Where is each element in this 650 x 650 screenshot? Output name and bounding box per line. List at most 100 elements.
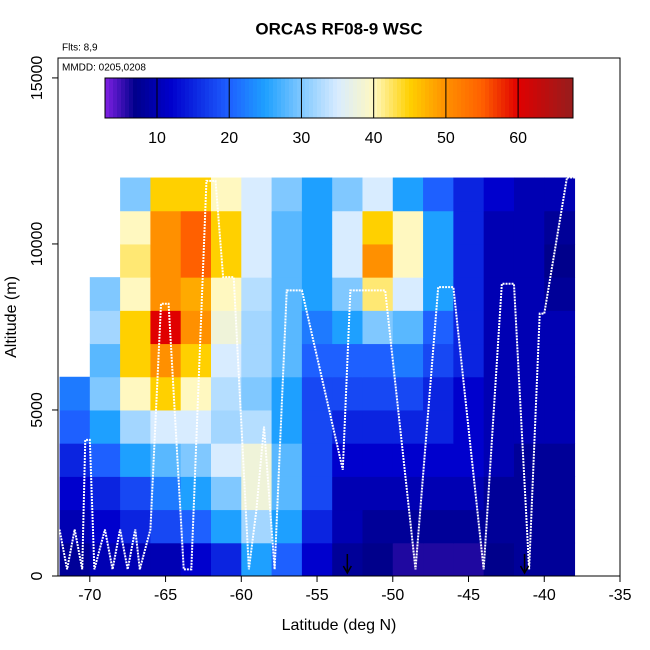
heatmap-cell bbox=[180, 243, 212, 278]
heatmap-cell bbox=[332, 310, 363, 345]
colorbar-swatch bbox=[333, 78, 338, 118]
heatmap-cell bbox=[241, 376, 273, 411]
heatmap-cell bbox=[392, 476, 424, 511]
heatmap-cell bbox=[513, 443, 545, 477]
colorbar-swatch bbox=[441, 78, 446, 118]
colorbar-swatch bbox=[337, 78, 342, 118]
heatmap-cell bbox=[210, 409, 242, 444]
colorbar-swatch bbox=[517, 78, 522, 118]
heatmap-cell bbox=[392, 277, 424, 311]
heatmap-cell bbox=[241, 243, 273, 278]
heatmap-cell bbox=[483, 343, 515, 378]
colorbar-swatch bbox=[221, 78, 226, 118]
colorbar-frame bbox=[104, 77, 574, 119]
heatmap-cell bbox=[483, 177, 515, 212]
heatmap-cell bbox=[89, 443, 121, 477]
heatmap-cell bbox=[120, 243, 151, 278]
colorbar-swatch bbox=[189, 78, 194, 118]
heatmap-cell bbox=[483, 243, 515, 278]
heatmap-cell bbox=[301, 409, 333, 444]
heatmap-cell bbox=[89, 476, 121, 511]
colorbar-swatch bbox=[513, 78, 518, 118]
colorbar-swatch bbox=[401, 78, 406, 118]
heatmap-cell bbox=[423, 177, 454, 212]
flights-note: Flts: 8,9 bbox=[62, 43, 98, 54]
colorbar-swatch bbox=[109, 78, 114, 118]
heatmap-cell bbox=[392, 409, 424, 444]
heatmap-cell bbox=[301, 243, 333, 278]
colorbar-swatch bbox=[453, 78, 458, 118]
heatmap-cell bbox=[423, 542, 454, 577]
heatmap-cell bbox=[180, 343, 212, 378]
heatmap-cell bbox=[150, 243, 182, 278]
colorbar-swatch bbox=[197, 78, 202, 118]
colorbar-swatch bbox=[481, 78, 486, 118]
heatmap-cell bbox=[423, 376, 454, 411]
colorbar-swatch bbox=[233, 78, 238, 118]
heatmap-cell bbox=[392, 509, 424, 544]
heatmap-cell bbox=[59, 476, 91, 511]
colorbar-swatch bbox=[173, 78, 178, 118]
heatmap-cell bbox=[241, 177, 273, 212]
heatmap-cell bbox=[150, 310, 182, 345]
heatmap-cell bbox=[89, 343, 121, 378]
heatmap-cell bbox=[180, 277, 212, 311]
colorbar-swatch bbox=[145, 78, 150, 118]
x-tick-label: -50 bbox=[381, 587, 404, 604]
colorbar-swatch bbox=[129, 78, 134, 118]
heatmap-cell bbox=[150, 443, 182, 477]
heatmap-cell bbox=[513, 277, 545, 311]
heatmap-cell bbox=[453, 243, 485, 278]
heatmap-cell bbox=[150, 509, 182, 544]
heatmap-cell bbox=[453, 210, 485, 245]
heatmap-cell bbox=[483, 376, 515, 411]
colorbar-tick-label: 20 bbox=[220, 130, 238, 147]
heatmap-cell bbox=[120, 310, 151, 345]
heatmap-cell bbox=[301, 210, 333, 245]
heatmap-cell bbox=[120, 376, 151, 411]
colorbar-swatch bbox=[525, 78, 530, 118]
heatmap-cell bbox=[453, 509, 485, 544]
heatmap-cell bbox=[241, 310, 273, 345]
colorbar-swatch bbox=[385, 78, 390, 118]
heatmap-cell bbox=[301, 310, 333, 345]
colorbar-swatch bbox=[501, 78, 506, 118]
colorbar-swatch bbox=[421, 78, 426, 118]
heatmap-cell bbox=[120, 509, 151, 544]
colorbar-swatch bbox=[377, 78, 382, 118]
heatmap-cell bbox=[59, 542, 91, 577]
colorbar-swatch bbox=[361, 78, 366, 118]
heatmap-cell bbox=[423, 476, 454, 511]
colorbar-swatch bbox=[425, 78, 430, 118]
colorbar-swatch bbox=[105, 78, 110, 118]
heatmap-cell bbox=[271, 177, 303, 212]
heatmap-cell bbox=[362, 343, 394, 378]
heatmap-cell bbox=[362, 177, 394, 212]
heatmap-cell bbox=[271, 443, 303, 477]
heatmap-cell bbox=[271, 542, 303, 577]
colorbar-swatch bbox=[537, 78, 542, 118]
heatmap-cell bbox=[483, 476, 515, 511]
heatmap-cell bbox=[89, 409, 121, 444]
colorbar-swatch bbox=[201, 78, 206, 118]
heatmap-cell bbox=[362, 376, 394, 411]
heatmap-cell bbox=[392, 443, 424, 477]
colorbar-swatch bbox=[225, 78, 230, 118]
heatmap-cell bbox=[180, 310, 212, 345]
heatmap-cell bbox=[453, 376, 485, 411]
colorbar-swatch bbox=[277, 78, 282, 118]
heatmap-cell bbox=[423, 310, 454, 345]
colorbar-swatch bbox=[541, 78, 546, 118]
heatmap-cell bbox=[513, 476, 545, 511]
colorbar-swatch bbox=[325, 78, 330, 118]
heatmap-cell bbox=[210, 476, 242, 511]
heatmap-cell bbox=[362, 243, 394, 278]
heatmap-cell bbox=[423, 443, 454, 477]
colorbar-swatch bbox=[341, 78, 346, 118]
heatmap-cell bbox=[332, 409, 363, 444]
colorbar-swatch bbox=[273, 78, 278, 118]
colorbar-swatch bbox=[477, 78, 482, 118]
colorbar-tick-label: 50 bbox=[437, 130, 455, 147]
colorbar-swatch bbox=[301, 78, 306, 118]
colorbar-swatch bbox=[329, 78, 334, 118]
